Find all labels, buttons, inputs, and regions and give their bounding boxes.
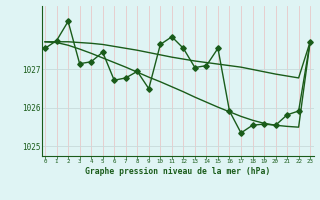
X-axis label: Graphe pression niveau de la mer (hPa): Graphe pression niveau de la mer (hPa) [85, 167, 270, 176]
